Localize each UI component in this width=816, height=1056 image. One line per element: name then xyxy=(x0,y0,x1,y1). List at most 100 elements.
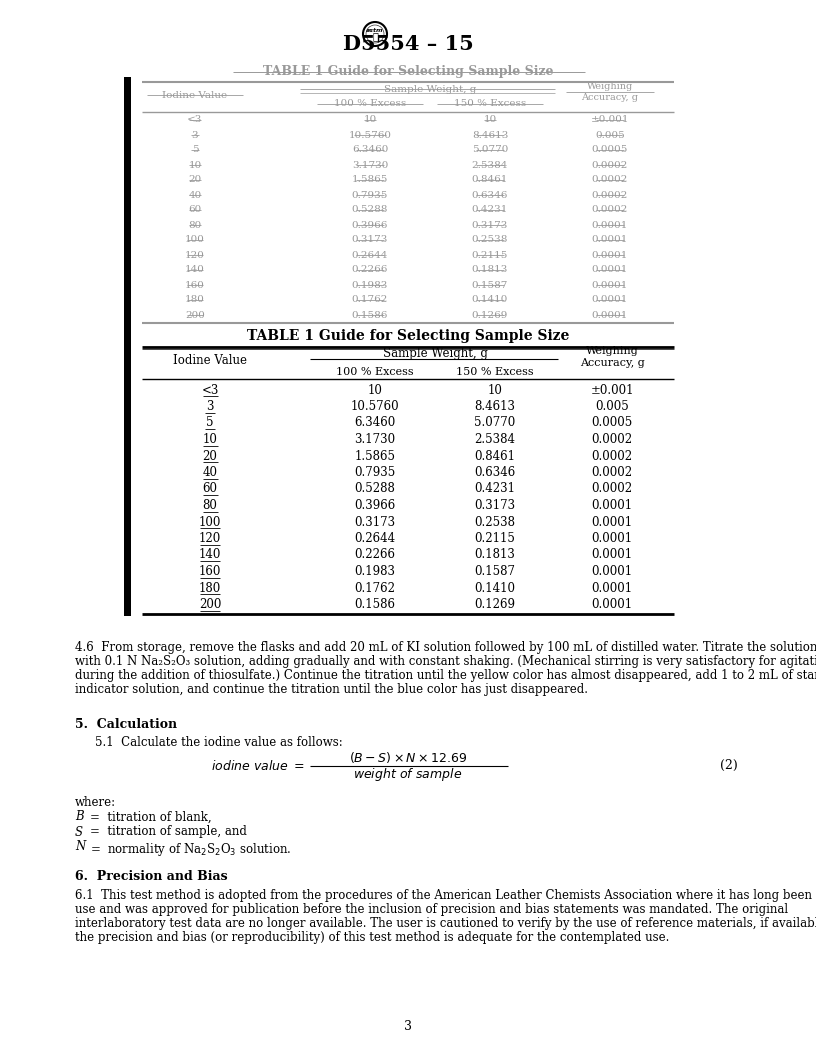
Text: 0.7935: 0.7935 xyxy=(352,190,388,200)
Text: 100 % Excess: 100 % Excess xyxy=(336,367,414,377)
Text: =  titration of sample, and: = titration of sample, and xyxy=(90,826,247,838)
Text: 0.1269: 0.1269 xyxy=(474,598,516,611)
Text: 0.5288: 0.5288 xyxy=(352,206,388,214)
Text: 0.0001: 0.0001 xyxy=(592,499,632,512)
Text: TABLE 1 Guide for Selecting Sample Size: TABLE 1 Guide for Selecting Sample Size xyxy=(263,65,553,78)
Text: 100 % Excess: 100 % Excess xyxy=(334,99,406,109)
Text: indicator solution, and continue the titration until the blue color has just dis: indicator solution, and continue the tit… xyxy=(75,683,588,697)
Text: 0.1410: 0.1410 xyxy=(472,296,508,304)
Text: Weighing
Accuracy, g: Weighing Accuracy, g xyxy=(582,82,638,101)
Text: 0.7935: 0.7935 xyxy=(354,466,396,479)
Text: 5: 5 xyxy=(206,416,214,430)
Text: (2): (2) xyxy=(720,759,738,772)
Text: 0.0001: 0.0001 xyxy=(592,281,628,289)
Text: 0.0002: 0.0002 xyxy=(592,433,632,446)
Text: 200: 200 xyxy=(199,598,221,611)
Text: 10: 10 xyxy=(188,161,202,170)
Text: D5554 – 15: D5554 – 15 xyxy=(343,34,473,54)
Text: 0.1410: 0.1410 xyxy=(474,582,516,595)
Text: 8.4613: 8.4613 xyxy=(474,400,516,413)
Text: 80: 80 xyxy=(202,499,217,512)
Text: 10: 10 xyxy=(488,383,503,396)
Text: 0.8461: 0.8461 xyxy=(472,175,508,185)
Text: 6.3460: 6.3460 xyxy=(354,416,396,430)
Text: 5.0770: 5.0770 xyxy=(472,146,508,154)
Text: 3.1730: 3.1730 xyxy=(354,433,396,446)
Text: 0.0001: 0.0001 xyxy=(592,548,632,562)
Text: 120: 120 xyxy=(199,532,221,545)
Text: 0.6346: 0.6346 xyxy=(472,190,508,200)
Text: 0.0005: 0.0005 xyxy=(592,146,628,154)
Text: where:: where: xyxy=(75,795,116,809)
Text: 0.2538: 0.2538 xyxy=(472,235,508,245)
Text: 60: 60 xyxy=(202,483,218,495)
Text: 5.1  Calculate the iodine value as follows:: 5.1 Calculate the iodine value as follow… xyxy=(95,735,343,749)
Text: 0.3173: 0.3173 xyxy=(474,499,516,512)
Text: 0.1587: 0.1587 xyxy=(474,565,516,578)
Text: 180: 180 xyxy=(185,296,205,304)
Text: ±0.001: ±0.001 xyxy=(590,383,634,396)
Text: Weighing
Accuracy, g: Weighing Accuracy, g xyxy=(579,346,645,367)
Text: TABLE 1 Guide for Selecting Sample Size: TABLE 1 Guide for Selecting Sample Size xyxy=(246,329,570,343)
Text: B: B xyxy=(75,811,83,824)
Text: 0.0001: 0.0001 xyxy=(592,250,628,260)
Text: 10: 10 xyxy=(367,383,383,396)
Text: 40: 40 xyxy=(202,466,218,479)
Text: during the addition of thiosulfate.) Continue the titration until the yellow col: during the addition of thiosulfate.) Con… xyxy=(75,670,816,682)
Text: 0.4231: 0.4231 xyxy=(472,206,508,214)
Text: use and was approved for publication before the inclusion of precision and bias : use and was approved for publication bef… xyxy=(75,903,788,916)
Text: 20: 20 xyxy=(202,450,217,463)
Text: 0.0002: 0.0002 xyxy=(592,450,632,463)
Text: astm: astm xyxy=(366,29,384,34)
Text: 0.0002: 0.0002 xyxy=(592,190,628,200)
Text: 0.0002: 0.0002 xyxy=(592,466,632,479)
Text: 0.3966: 0.3966 xyxy=(354,499,396,512)
Text: 0.2266: 0.2266 xyxy=(352,265,388,275)
Bar xyxy=(124,77,131,616)
Text: 0.0005: 0.0005 xyxy=(592,416,632,430)
Text: 0.0001: 0.0001 xyxy=(592,565,632,578)
Text: 0.3173: 0.3173 xyxy=(472,221,508,229)
Text: <3: <3 xyxy=(188,115,202,125)
Text: 0.2538: 0.2538 xyxy=(474,515,516,528)
Text: 0.3173: 0.3173 xyxy=(354,515,396,528)
Text: 0.1813: 0.1813 xyxy=(472,265,508,275)
Text: 2.5384: 2.5384 xyxy=(474,433,516,446)
Text: 40: 40 xyxy=(188,190,202,200)
Text: Sample Weight, g: Sample Weight, g xyxy=(383,347,487,360)
Text: 3: 3 xyxy=(206,400,214,413)
Text: 0.0001: 0.0001 xyxy=(592,515,632,528)
Text: $\mathit{weight\ of\ sample}$: $\mathit{weight\ of\ sample}$ xyxy=(353,766,463,782)
Text: 10.5760: 10.5760 xyxy=(351,400,399,413)
Text: 10: 10 xyxy=(483,115,497,125)
Text: 60: 60 xyxy=(188,206,202,214)
Text: 6.3460: 6.3460 xyxy=(352,146,388,154)
Text: 5: 5 xyxy=(192,146,198,154)
Text: =  titration of blank,: = titration of blank, xyxy=(90,811,211,824)
Text: 0.3966: 0.3966 xyxy=(352,221,388,229)
Text: $(B-S)\times N\times 12.69$: $(B-S)\times N\times 12.69$ xyxy=(348,750,468,765)
Text: 0.1586: 0.1586 xyxy=(352,310,388,320)
Text: 0.1983: 0.1983 xyxy=(354,565,396,578)
Text: 160: 160 xyxy=(185,281,205,289)
Text: 0.0001: 0.0001 xyxy=(592,221,628,229)
Text: 0.1983: 0.1983 xyxy=(352,281,388,289)
Text: 0.8461: 0.8461 xyxy=(474,450,516,463)
Text: 180: 180 xyxy=(199,582,221,595)
Text: $\mathit{iodine\ value}\ =$: $\mathit{iodine\ value}\ =$ xyxy=(211,758,305,773)
Text: 0.1587: 0.1587 xyxy=(472,281,508,289)
Text: 0.0001: 0.0001 xyxy=(592,265,628,275)
Text: ±0.001: ±0.001 xyxy=(591,115,629,125)
Text: 80: 80 xyxy=(188,221,202,229)
Text: 10: 10 xyxy=(202,433,217,446)
Text: 0.0001: 0.0001 xyxy=(592,532,632,545)
Text: the precision and bias (or reproducibility) of this test method is adequate for : the precision and bias (or reproducibili… xyxy=(75,930,669,943)
Text: 0.1813: 0.1813 xyxy=(475,548,516,562)
Text: 0.0001: 0.0001 xyxy=(592,235,628,245)
Text: 150 % Excess: 150 % Excess xyxy=(456,367,534,377)
Text: 6.  Precision and Bias: 6. Precision and Bias xyxy=(75,870,228,884)
Text: 4.6  From storage, remove the flasks and add 20 mL of KI solution followed by 10: 4.6 From storage, remove the flasks and … xyxy=(75,641,816,655)
Text: 0.0002: 0.0002 xyxy=(592,175,628,185)
Text: 0.0002: 0.0002 xyxy=(592,206,628,214)
Text: 8.4613: 8.4613 xyxy=(472,131,508,139)
